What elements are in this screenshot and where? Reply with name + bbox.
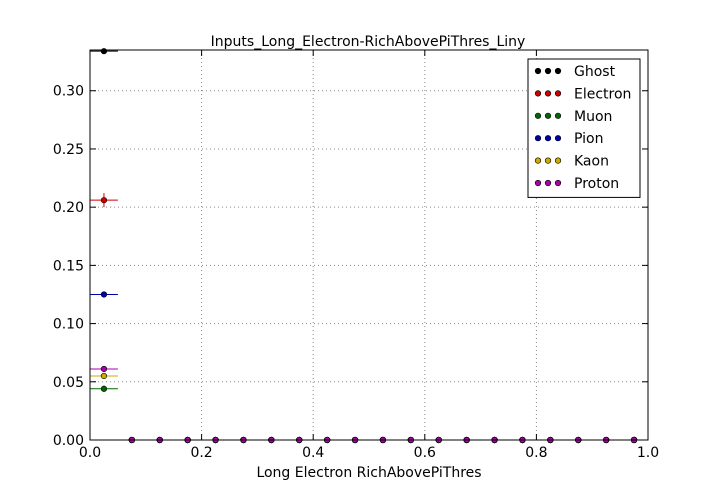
legend-item: Ghost — [534, 64, 616, 80]
legend: Ghost Electron Muon Pion Kaon Proton — [527, 58, 641, 198]
legend-marker — [544, 157, 552, 164]
data-point — [100, 372, 108, 380]
legend-label: Ghost — [574, 64, 616, 80]
x-tick-label: 0.6 — [414, 445, 436, 461]
legend-box — [527, 58, 641, 198]
axis-ticks: 0.0 0.2 0.4 0.6 0.8 1.0 0.00 0.05 0.10 0.15 0.20 0.… — [53, 50, 659, 461]
legend-marker — [554, 135, 562, 142]
legend-label: Proton — [574, 176, 619, 192]
legend-item: Muon — [534, 109, 612, 125]
legend-marker — [544, 135, 552, 142]
legend-label: Pion — [574, 131, 603, 147]
legend-marker — [544, 179, 552, 187]
x-tick-label: 1.0 — [637, 445, 659, 461]
legend-marker — [554, 67, 562, 75]
legend-marker — [554, 112, 562, 119]
legend-label: Kaon — [574, 154, 609, 170]
data-point — [100, 197, 108, 204]
chart-title: Inputs_Long_Electron-RichAbovePiThres_Li… — [211, 34, 526, 50]
legend-marker — [534, 135, 542, 142]
x-axis-label: Long Electron RichAbovePiThres — [256, 465, 481, 481]
y-tick-label: 0.30 — [53, 84, 84, 100]
legend-label: Electron — [574, 86, 631, 102]
plot-frame — [89, 49, 649, 441]
y-tick-label: 0.00 — [53, 433, 84, 449]
series-electron — [90, 193, 648, 444]
x-tick-label: 0.0 — [79, 445, 101, 461]
legend-marker — [554, 157, 562, 164]
legend-marker — [534, 112, 542, 119]
legend-item: Electron — [534, 86, 631, 102]
legend-label: Muon — [574, 109, 612, 125]
x-tick-label: 0.8 — [525, 445, 547, 461]
legend-item: Pion — [534, 131, 603, 147]
legend-marker — [554, 90, 562, 97]
y-tick-label: 0.10 — [53, 317, 84, 333]
y-tick-label: 0.05 — [53, 375, 84, 391]
x-tick-label: 0.2 — [190, 445, 212, 461]
legend-marker — [544, 112, 552, 119]
legend-marker — [534, 90, 542, 97]
legend-item: Kaon — [534, 154, 609, 170]
series-pion — [90, 291, 648, 444]
data-point — [100, 291, 108, 298]
legend-marker — [544, 67, 552, 75]
y-tick-label: 0.15 — [53, 258, 84, 274]
legend-marker — [534, 179, 542, 187]
legend-marker — [534, 157, 542, 164]
legend-item: Proton — [534, 176, 619, 192]
series-kaon — [90, 372, 648, 444]
series-muon — [90, 385, 648, 444]
x-tick-label: 0.4 — [302, 445, 324, 461]
data-point — [100, 365, 108, 373]
y-tick-label: 0.25 — [53, 142, 84, 158]
data-point — [100, 48, 108, 55]
series-proton — [90, 365, 648, 444]
data-point — [100, 385, 108, 392]
legend-marker — [534, 67, 542, 75]
y-tick-label: 0.20 — [53, 200, 84, 216]
legend-marker — [544, 90, 552, 97]
legend-marker — [554, 179, 562, 187]
